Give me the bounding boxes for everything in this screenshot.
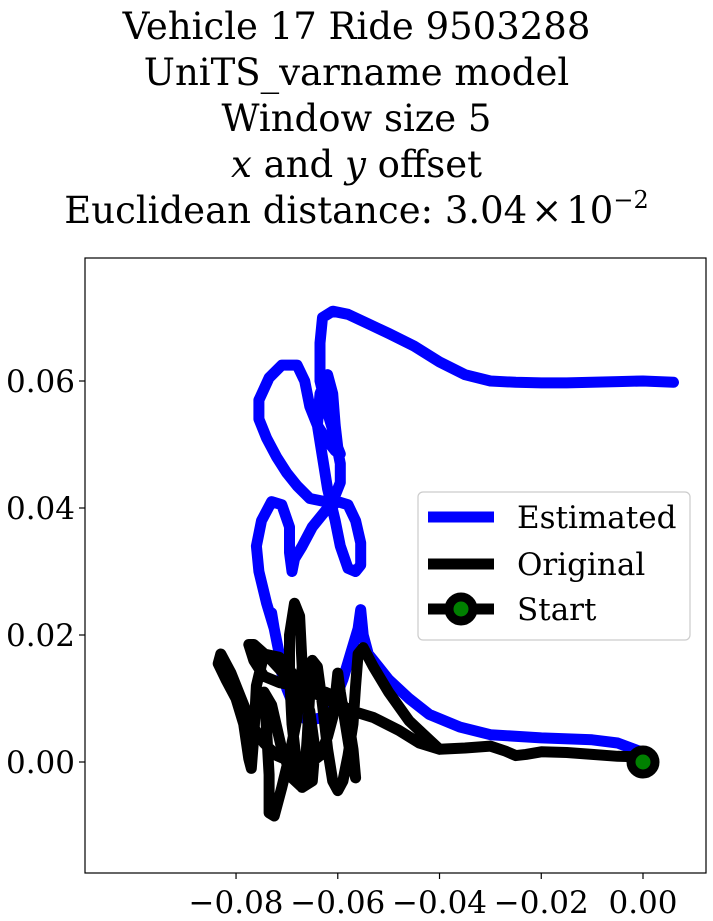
title-metric-text: Euclidean distance: 3.04 — [64, 189, 528, 232]
title-line-5: Euclidean distance: 3.04 × 10−2 — [0, 188, 713, 234]
title-line-1: Vehicle 17 Ride 9503288 — [122, 5, 591, 48]
title-x-var: x — [231, 143, 252, 186]
x-tick-label: 0.00 — [608, 885, 677, 921]
x-tick-label: −0.02 — [494, 885, 589, 921]
title-line-4: x and y offset — [0, 142, 713, 188]
y-tick-label: 0.00 — [6, 745, 75, 781]
title-offset-word: offset — [365, 143, 482, 186]
y-tick-label: 0.04 — [6, 491, 75, 527]
title-exponent: −2 — [613, 185, 649, 214]
legend-label-start: Start — [517, 592, 597, 628]
x-tick-label: −0.08 — [189, 885, 284, 921]
x-tick-label: −0.06 — [290, 885, 385, 921]
series-line-original — [212, 597, 649, 822]
legend-box — [417, 491, 691, 641]
title-times: × — [531, 189, 563, 232]
y-tick-label: 0.06 — [6, 364, 75, 400]
y-tick-label: 0.02 — [6, 618, 75, 654]
x-tick-label: −0.04 — [392, 885, 487, 921]
title-line-2: UniTS_varname model — [143, 51, 570, 94]
legend: Estimated Original Start — [417, 491, 691, 641]
start-marker — [626, 745, 660, 779]
title-and: and — [251, 143, 345, 186]
axis-layer: −0.08 −0.06 −0.04 −0.02 0.00 0.00 0.02 0.04 0.06 — [6, 364, 678, 921]
title-line-3: Window size 5 — [221, 97, 492, 140]
title-base: 10 — [566, 189, 614, 232]
legend-label-estimated: Estimated — [517, 500, 676, 536]
series-layer — [212, 305, 679, 822]
chart-title: Vehicle 17 Ride 9503288 UniTS_varname mo… — [0, 4, 713, 234]
legend-marker-start — [444, 592, 478, 626]
legend-label-original: Original — [517, 547, 645, 583]
title-y-var: y — [345, 143, 366, 186]
